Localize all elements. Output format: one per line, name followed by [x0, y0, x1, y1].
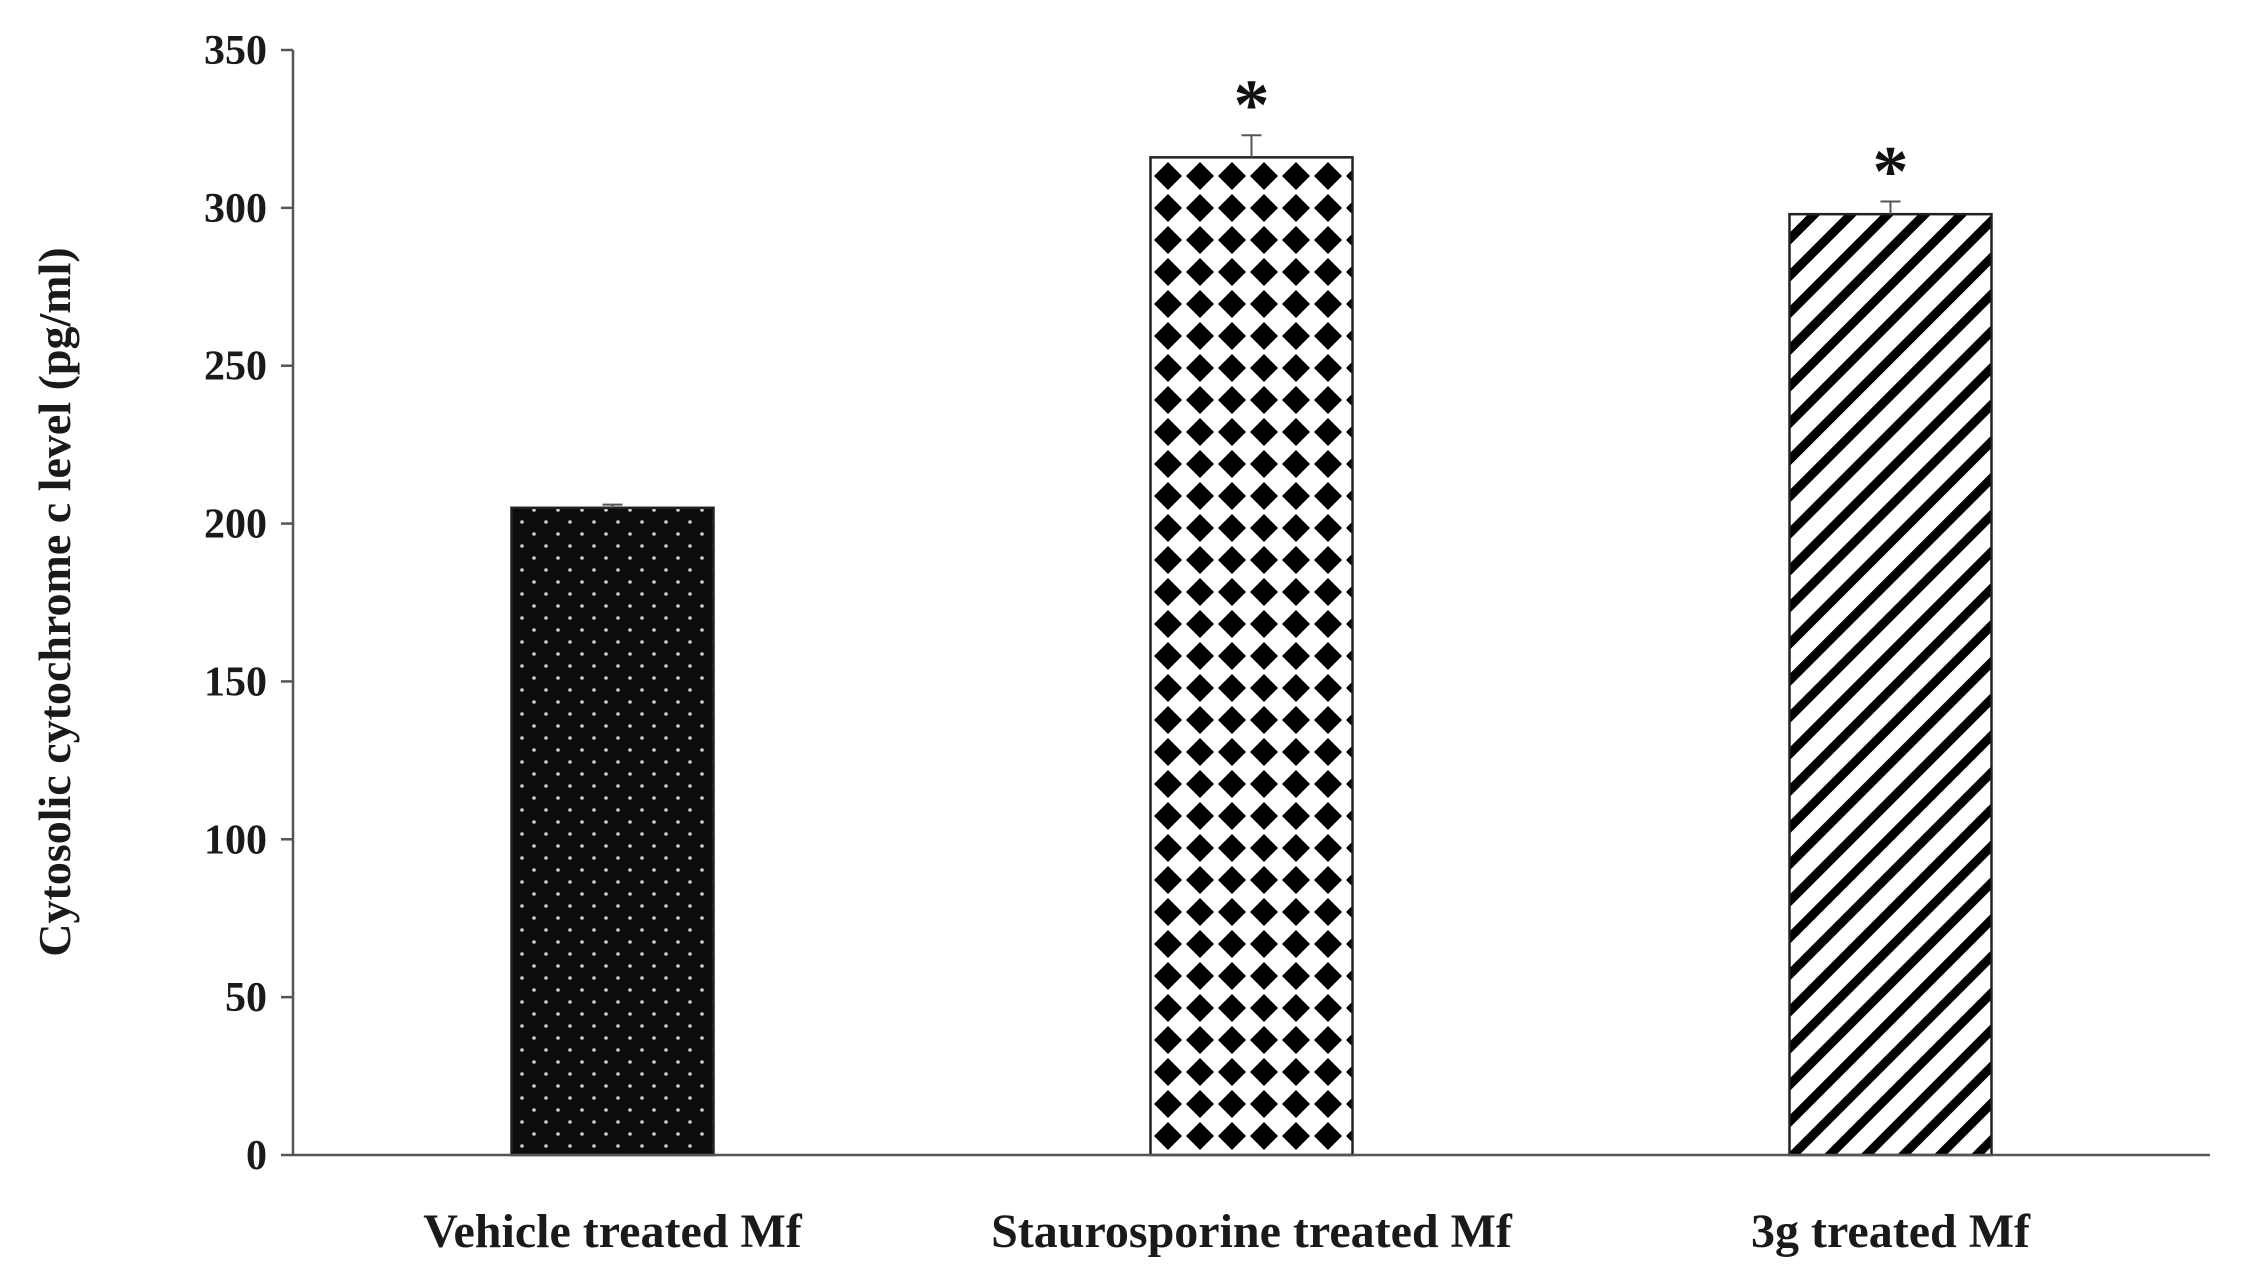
- bars: [510, 156, 1993, 1157]
- significance-mark-1: *: [1234, 65, 1270, 145]
- error-bars: **: [602, 65, 1909, 508]
- bar-2: [1788, 212, 1993, 1157]
- bar-0: [510, 506, 715, 1157]
- y-tick-label-0: 0: [246, 1133, 267, 1179]
- y-ticks: 0 50 100 150 200 250 300 350: [204, 28, 293, 1179]
- axes: [291, 50, 2210, 1157]
- category-labels: Vehicle treated Mf Staurosporine treated …: [423, 1205, 2031, 1258]
- y-tick-label-7: 350: [204, 28, 267, 74]
- bar-1: [1149, 156, 1354, 1157]
- category-label-0: Vehicle treated Mf: [423, 1205, 803, 1258]
- significance-mark-2: *: [1873, 132, 1909, 212]
- y-tick-label-1: 50: [225, 975, 267, 1021]
- category-label-2: 3g treated Mf: [1751, 1205, 2031, 1258]
- y-axis-title-group: Cytosolic cytochrome c level (pg/ml): [29, 247, 80, 956]
- y-tick-label-4: 200: [204, 502, 267, 548]
- y-axis-title: Cytosolic cytochrome c level (pg/ml): [29, 247, 80, 956]
- y-tick-label-6: 300: [204, 186, 267, 232]
- y-tick-label-3: 150: [204, 659, 267, 705]
- category-label-1: Staurosporine treated Mf: [991, 1205, 1513, 1258]
- y-tick-label-2: 100: [204, 817, 267, 863]
- y-tick-label-5: 250: [204, 344, 267, 390]
